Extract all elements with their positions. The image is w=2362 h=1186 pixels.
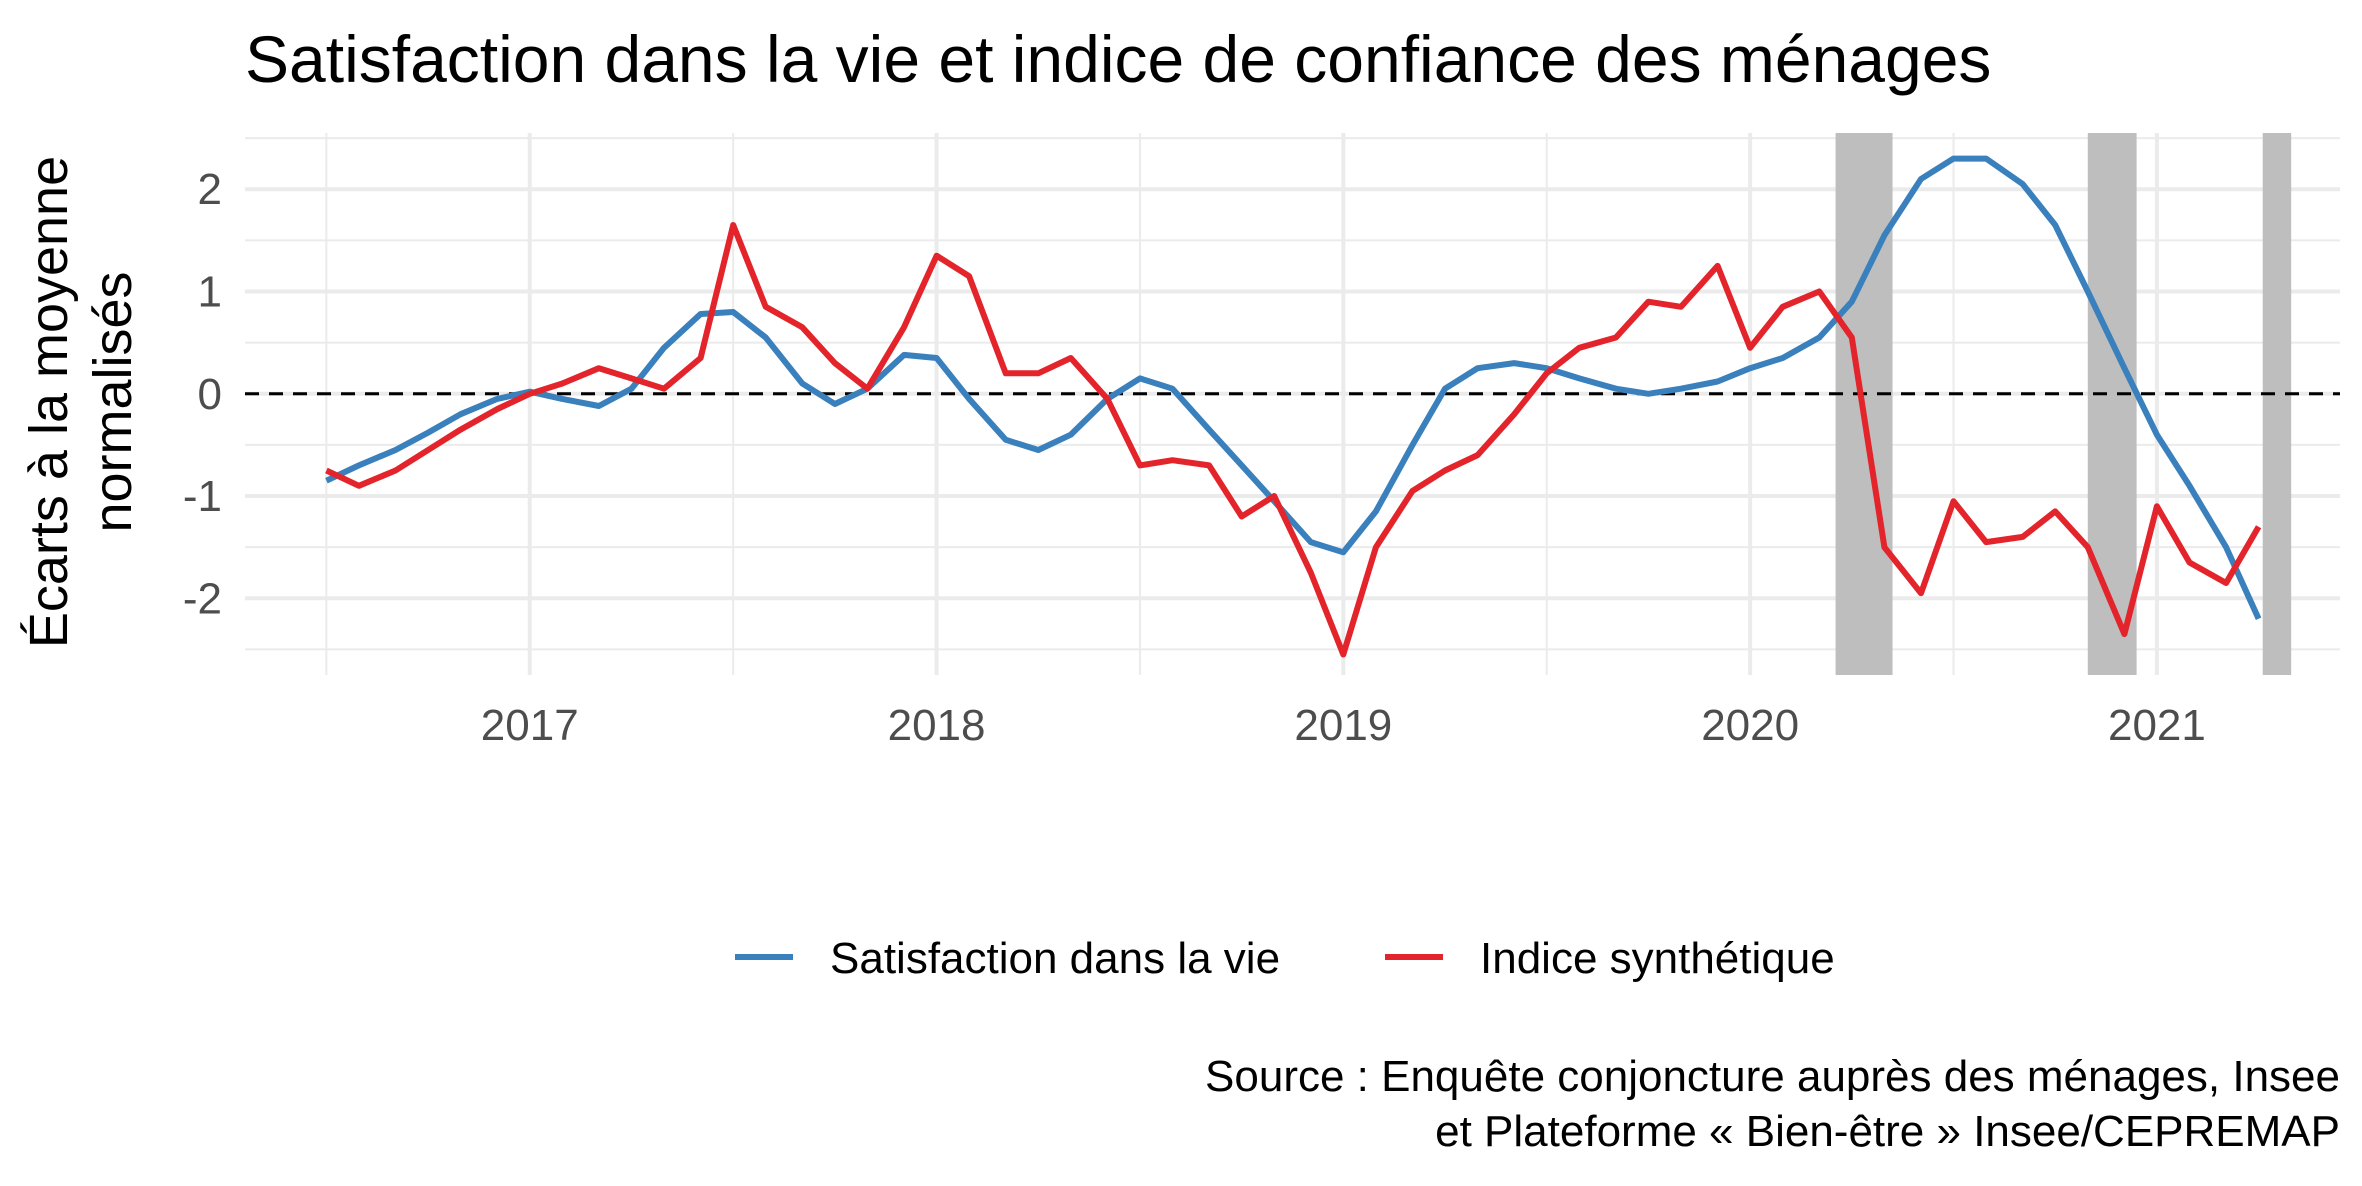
legend-label-indice: Indice synthétique [1480,934,1835,983]
shaded-period [2262,133,2292,675]
y-tick-label: 1 [198,268,222,317]
source-line-2: et Plateforme « Bien-être » Insee/CEPREM… [1435,1107,2340,1156]
x-tick-label: 2019 [1294,701,1392,750]
tick-labels: 2 1 0 -1 -2 2017 2018 2019 2020 2021 [183,165,2206,750]
x-tick-label: 2017 [481,701,579,750]
x-tick-label: 2021 [2108,701,2206,750]
source-caption: Source : Enquête conjoncture auprès des … [1205,1052,2340,1156]
x-tick-label: 2018 [888,701,986,750]
grid-layer [245,133,2340,675]
x-tick-label: 2020 [1701,701,1799,750]
chart-title: Satisfaction dans la vie et indice de co… [245,22,1991,96]
series-layer [325,155,2262,658]
y-axis-label: Écarts à la moyenne normalisés [19,156,143,648]
y-tick-label: 0 [198,370,222,419]
y-axis-label-line-1: Écarts à la moyenne [19,156,79,648]
y-tick-label: -2 [183,574,222,623]
shaded-period [2087,133,2137,675]
shaded-periods [1835,133,2292,675]
y-tick-label: 2 [198,165,222,214]
legend-label-satisfaction: Satisfaction dans la vie [830,934,1280,983]
series-line-satisfaction-dans-la-vie [325,155,2262,621]
y-axis-label-line-2: normalisés [83,271,143,532]
legend: Satisfaction dans la vie Indice synthéti… [735,934,1835,983]
source-line-1: Source : Enquête conjoncture auprès des … [1205,1052,2340,1101]
series-line-indice-synthetique [325,222,2262,658]
y-tick-label: -1 [183,472,222,521]
